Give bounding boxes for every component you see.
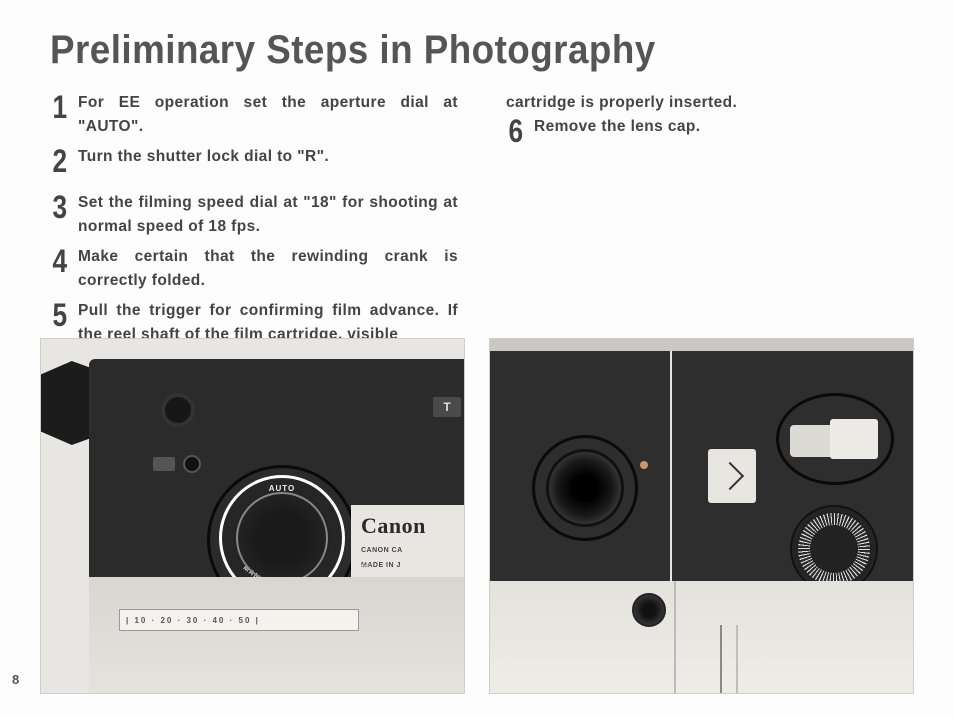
switch-icon	[153, 457, 175, 471]
step-6: 6 Remove the lens cap.	[506, 115, 914, 147]
slit-icon	[736, 625, 738, 694]
text-columns: 1 For EE operation set the aperture dial…	[50, 91, 914, 377]
seam-line	[674, 581, 676, 694]
dial-icon	[183, 455, 201, 473]
right-column: cartridge is properly inserted. 6 Remove…	[506, 91, 914, 377]
switch-row	[153, 455, 201, 473]
camera-lower-body: | 10 · 20 · 30 · 40 · 50 |	[89, 577, 465, 694]
step-5-tail: cartridge is properly inserted.	[506, 91, 914, 115]
step-text: Set the filming speed dial at "18" for s…	[78, 191, 458, 239]
page-number: 8	[12, 672, 19, 687]
step-4: 4 Make certain that the rewinding crank …	[50, 245, 458, 293]
step-number: 5	[53, 299, 76, 331]
manual-page: Preliminary Steps in Photography 1 For E…	[0, 0, 954, 377]
step-text: For EE operation set the aperture dial a…	[78, 91, 458, 139]
step-text: Make certain that the rewinding crank is…	[78, 245, 458, 293]
left-column: 1 For EE operation set the aperture dial…	[50, 91, 458, 377]
release-button-icon	[708, 449, 756, 503]
plate-text-1: CANON CA	[361, 547, 459, 554]
focal-plane-icon: ⦵	[359, 555, 371, 572]
top-knob-icon	[161, 393, 195, 427]
step-number: 2	[53, 145, 76, 177]
t-badge: T	[433, 397, 461, 417]
step-number: 3	[53, 191, 76, 223]
camera-photo-left: T AUTO MANUAL Canon CANON CA MADE IN J ⦵…	[40, 338, 465, 694]
top-edge	[490, 339, 913, 351]
camera-photo-right	[489, 338, 914, 694]
eyepiece-icon	[40, 361, 95, 445]
focus-scale: | 10 · 20 · 30 · 40 · 50 |	[119, 609, 359, 631]
slit-icon	[720, 625, 722, 694]
highlight-circle-icon	[532, 435, 638, 541]
bottom-knob-icon	[632, 593, 666, 627]
step-number: 6	[509, 115, 532, 147]
speed-dial-icon	[790, 505, 878, 593]
highlight-circle-icon	[776, 393, 894, 485]
step-number: 4	[53, 245, 76, 277]
step-3: 3 Set the filming speed dial at "18" for…	[50, 191, 458, 239]
step-text: Remove the lens cap.	[534, 115, 914, 139]
indicator-dot-icon	[640, 461, 648, 469]
step-text: Turn the shutter lock dial to "R".	[78, 145, 458, 169]
camera-body: T AUTO MANUAL Canon CANON CA MADE IN J ⦵	[89, 359, 465, 579]
step-1: 1 For EE operation set the aperture dial…	[50, 91, 458, 139]
page-title: Preliminary Steps in Photography	[50, 28, 845, 73]
camera-lower-body	[490, 581, 913, 694]
brand-logo: Canon	[361, 513, 459, 539]
step-2: 2 Turn the shutter lock dial to "R".	[50, 145, 458, 177]
photo-row: T AUTO MANUAL Canon CANON CA MADE IN J ⦵…	[40, 338, 914, 694]
plate-text-2: MADE IN J	[361, 562, 459, 569]
step-number: 1	[53, 91, 76, 123]
